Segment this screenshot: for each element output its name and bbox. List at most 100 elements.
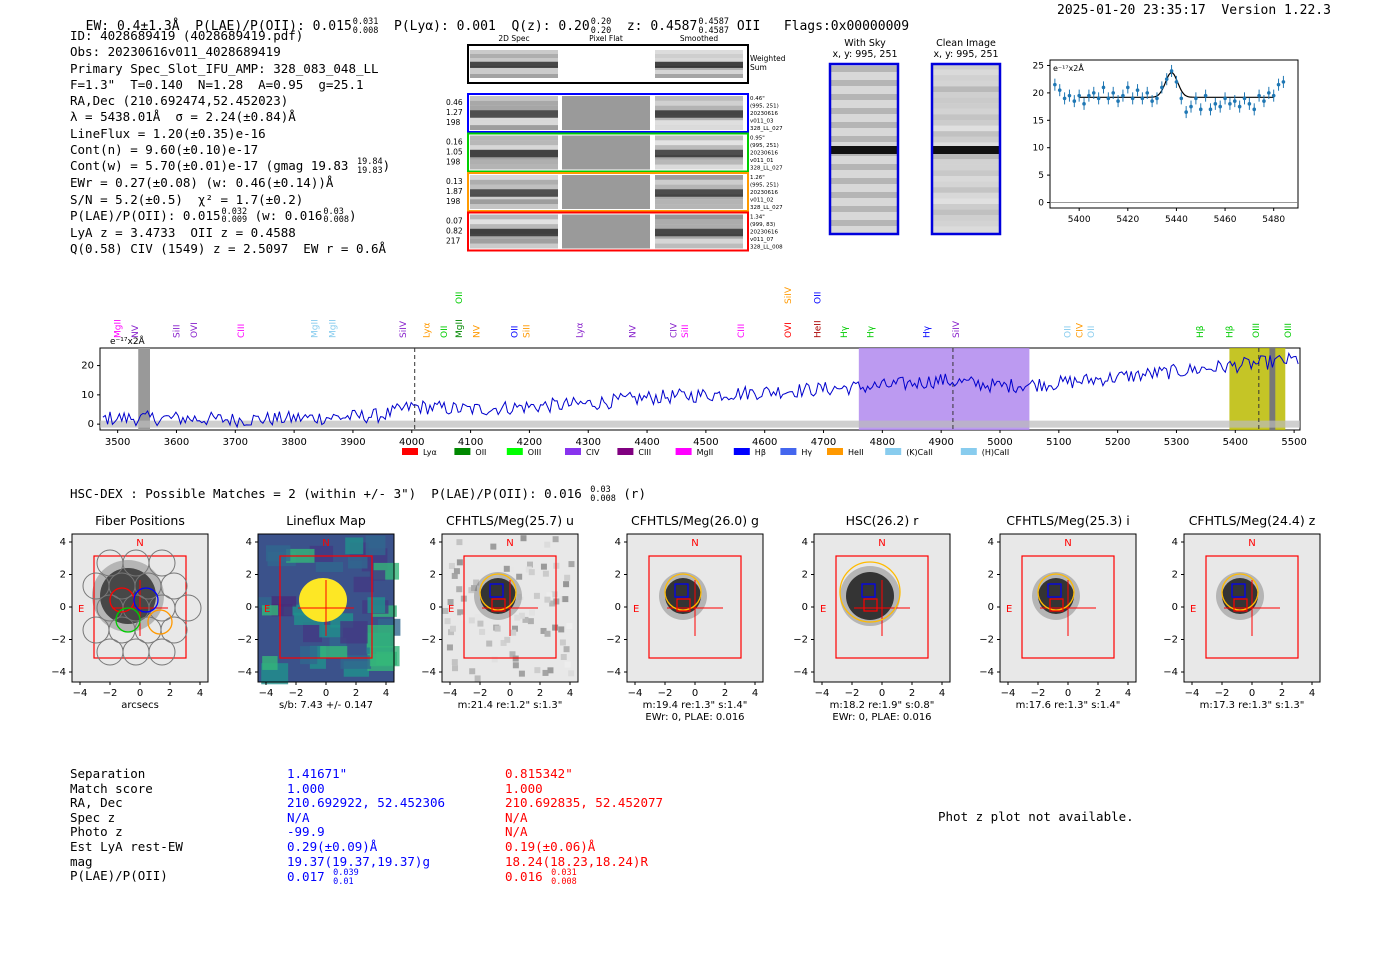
weighted-sum-label: Sum	[750, 63, 767, 72]
full-masked-region	[1269, 348, 1276, 430]
zoom-point	[1111, 91, 1116, 95]
col1-value: N/A	[287, 809, 310, 825]
fiber-row-stat: 198	[446, 158, 461, 167]
weighted-2d-noise	[470, 58, 558, 62]
cutout-noise	[457, 609, 464, 616]
fiber-row-stat: 198	[446, 197, 461, 206]
clean-image-noise	[932, 159, 1000, 165]
clean-image-noise	[932, 108, 1000, 115]
fiber-highlight	[115, 607, 141, 633]
cutout-noise	[563, 646, 570, 653]
cutout-noise	[491, 656, 498, 663]
cutout-noise	[474, 675, 481, 682]
cutout-noise	[521, 590, 528, 597]
north-label: N	[322, 538, 329, 549]
with-sky-image-sky-stripe	[830, 178, 898, 184]
fiber-row-meta: 328_LL_027	[750, 166, 783, 172]
cutout-noise	[522, 616, 529, 623]
north-label: N	[1248, 538, 1255, 549]
cutout-xtick-label: 2	[722, 688, 728, 699]
with-sky-image-trace	[830, 146, 898, 154]
spectral-line-label: Hγ	[840, 325, 850, 338]
cutout-noise	[559, 639, 566, 646]
zoom-point	[1247, 102, 1252, 106]
cutout-ytick-label: 0	[802, 602, 808, 613]
source-halo	[659, 572, 707, 620]
row-label: mag	[70, 853, 93, 869]
fiber-row-meta: 328_LL_027	[750, 205, 783, 211]
source-halo	[1032, 572, 1080, 620]
fiber-flat	[562, 214, 650, 249]
legend-swatch	[733, 448, 750, 455]
cutout-xtick-label: 0	[879, 688, 885, 699]
cutout-noise	[473, 579, 480, 586]
legend-swatch	[617, 448, 634, 455]
row-label: Est LyA rest-EW	[70, 838, 183, 854]
col1-value: 0.29(±0.09)Å	[287, 838, 378, 854]
with-sky-image-sky-stripe	[830, 94, 898, 100]
legend-label: HeII	[848, 448, 864, 457]
cutout-noise	[468, 617, 475, 624]
zoom-point	[1150, 99, 1154, 103]
cutout-ytick-label: −2	[237, 635, 252, 646]
spectral-line-label: CIII	[237, 324, 247, 338]
spectral-line-label: MgII	[455, 319, 465, 338]
full-xtick-label: 3700	[223, 437, 248, 448]
match-marker-red	[1049, 598, 1064, 612]
cutout-noise	[528, 569, 535, 576]
spectral-line-label: OII	[455, 292, 465, 304]
fiber-2d-noise	[470, 115, 558, 121]
zoom-point	[1194, 96, 1198, 101]
fiber-2d-noise	[470, 100, 558, 106]
spectral-line-label: OVI	[784, 322, 794, 338]
clean-image-noise	[932, 226, 1000, 232]
zoom-point	[1203, 93, 1208, 98]
fiber-row-meta: 328_LL_027	[750, 126, 783, 132]
header-summary: EW: 0.4±1.3Å P(LAE)/P(OII): 0.015 0.031 0.…	[70, 3, 909, 35]
cutout-caption-2: EWr: 0, PLAE: 0.016	[645, 712, 744, 723]
lineflux-map-cell	[320, 646, 348, 658]
legend-label: CIII	[638, 448, 651, 457]
stamp-col-header: Smoothed	[680, 34, 719, 43]
with-sky-image-sky-stripe	[830, 136, 898, 142]
full-xtick-label: 5000	[987, 437, 1012, 448]
fiber-row-frame	[467, 132, 749, 173]
legend-swatch	[454, 448, 471, 455]
weighted-2d-noise	[470, 66, 558, 70]
with-sky-image-sky-stripe	[830, 80, 898, 86]
row-label: RA, Dec	[70, 795, 123, 811]
cutout-xtick-label: −2	[1215, 688, 1230, 699]
header-ew: EW: 0.4±1.3Å	[85, 19, 180, 34]
spectral-line-label: Hγ	[922, 325, 932, 338]
cutout-noise	[479, 628, 486, 635]
info-ewr: EWr = 0.27(±0.08) (w: 0.46(±0.14))Å	[70, 175, 334, 191]
clean-image-noise	[932, 69, 1000, 76]
clean-image-title: Clean Image x, y: 995, 251	[933, 38, 999, 60]
timestamp: 2025-01-20 23:35:17	[1057, 3, 1206, 18]
aperture-box	[648, 555, 742, 659]
cutout-noise	[510, 629, 517, 636]
fiber-smooth-noise	[655, 100, 743, 106]
fiber-row-meta: 20230616	[750, 151, 778, 157]
fiber-2d-trace	[470, 189, 558, 197]
photz-note: Phot z plot not available.	[938, 809, 1134, 824]
fiber-smooth-noise	[655, 194, 743, 200]
col1-value: 1.000	[287, 780, 325, 796]
zoom-point	[1184, 110, 1188, 114]
north-label: N	[878, 538, 885, 549]
fiber-smooth-trace	[655, 110, 743, 118]
full-xtick-label: 3500	[105, 437, 130, 448]
zoom-point	[1091, 91, 1096, 95]
fiber-row-meta: v011_02	[750, 198, 774, 204]
fiber-flat	[562, 96, 650, 130]
cutout-noise	[552, 536, 559, 543]
cutout-noise	[486, 640, 493, 647]
cutout-xtick-label: 2	[909, 688, 915, 699]
full-xtick-label: 5400	[1223, 437, 1248, 448]
cutout-noise	[448, 562, 455, 569]
cutout-noise	[446, 644, 453, 651]
hsc-dex-matches: HSC-DEX : Possible Matches = 2 (within +…	[70, 485, 646, 504]
fiber-smooth-noise	[655, 175, 743, 180]
clean-image-noise	[932, 92, 1000, 98]
cutout-title: Lineflux Map	[286, 513, 366, 528]
